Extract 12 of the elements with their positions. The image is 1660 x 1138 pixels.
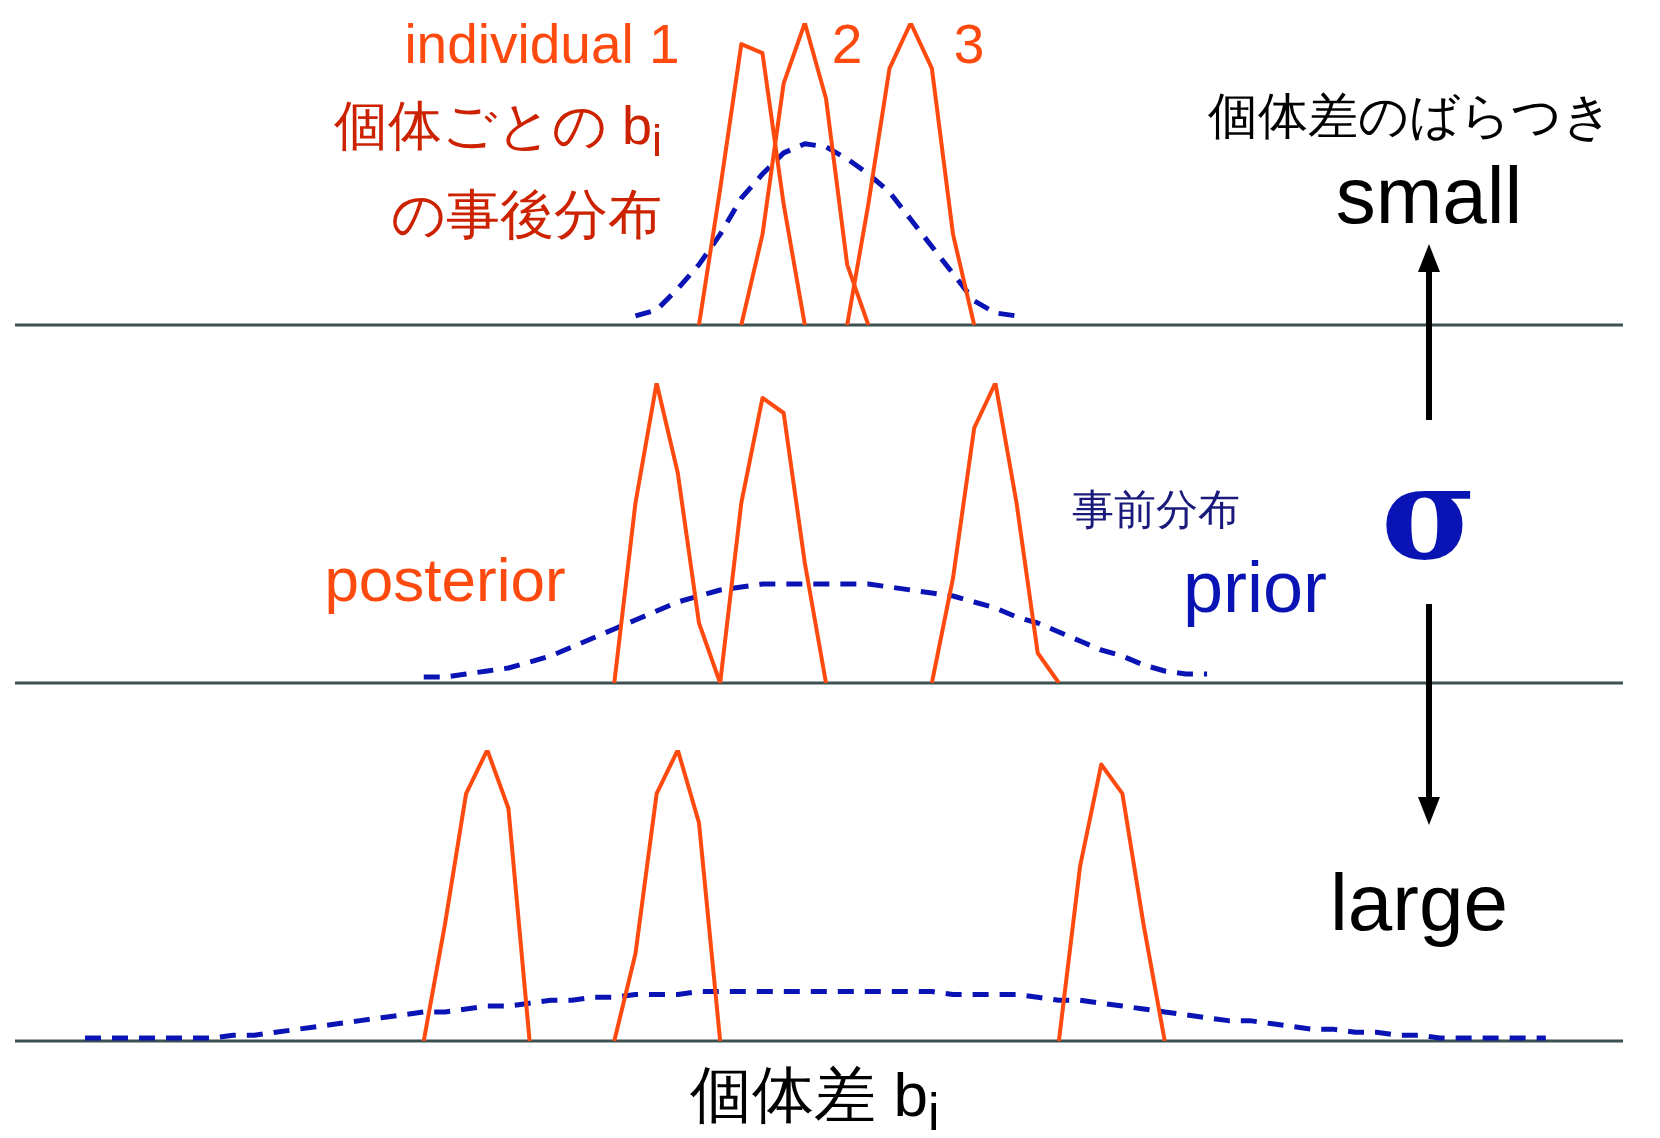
series-label: prior — [1182, 547, 1328, 628]
annotation: 個体差のばらつき — [1207, 87, 1613, 144]
annotation: 個体ごとの b$_{i}$ の事後分布 — [333, 94, 662, 247]
annotation: 事前分布 — [1072, 485, 1240, 534]
series-label: individual 1 — [404, 12, 680, 75]
annotation: σ — [1381, 435, 1477, 589]
annotation: small — [1335, 151, 1523, 240]
series-label: posterior — [324, 544, 566, 615]
x-axis-title: 個体差 b$_{i}$ — [690, 1060, 940, 1138]
series-label: 3 — [953, 12, 985, 75]
series-label: 2 — [831, 12, 863, 75]
annotation: large — [1330, 858, 1508, 947]
